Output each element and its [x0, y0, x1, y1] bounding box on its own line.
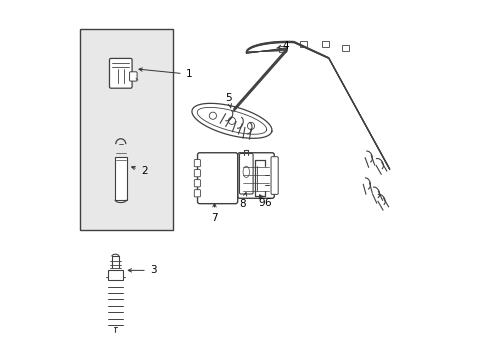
FancyBboxPatch shape — [109, 58, 132, 88]
FancyBboxPatch shape — [129, 72, 137, 81]
FancyBboxPatch shape — [197, 153, 237, 204]
Text: 7: 7 — [210, 204, 217, 222]
Ellipse shape — [243, 166, 249, 177]
Text: 1: 1 — [139, 68, 192, 79]
Bar — [115, 157, 126, 200]
Text: 8: 8 — [239, 193, 246, 210]
FancyBboxPatch shape — [194, 190, 200, 197]
Bar — [107, 270, 123, 280]
Text: 2: 2 — [131, 166, 147, 176]
FancyBboxPatch shape — [270, 157, 278, 194]
FancyBboxPatch shape — [239, 153, 253, 194]
Text: 6: 6 — [259, 195, 270, 208]
Bar — [341, 45, 348, 50]
FancyBboxPatch shape — [194, 159, 200, 167]
FancyBboxPatch shape — [194, 180, 200, 187]
FancyBboxPatch shape — [237, 153, 274, 198]
FancyBboxPatch shape — [194, 170, 200, 177]
Text: 3: 3 — [128, 265, 156, 275]
Text: 9: 9 — [258, 195, 264, 208]
Bar — [278, 46, 285, 51]
Bar — [300, 41, 306, 47]
Bar — [80, 30, 172, 230]
Text: 4: 4 — [276, 41, 288, 50]
Bar — [321, 41, 328, 47]
Text: 5: 5 — [224, 93, 231, 108]
